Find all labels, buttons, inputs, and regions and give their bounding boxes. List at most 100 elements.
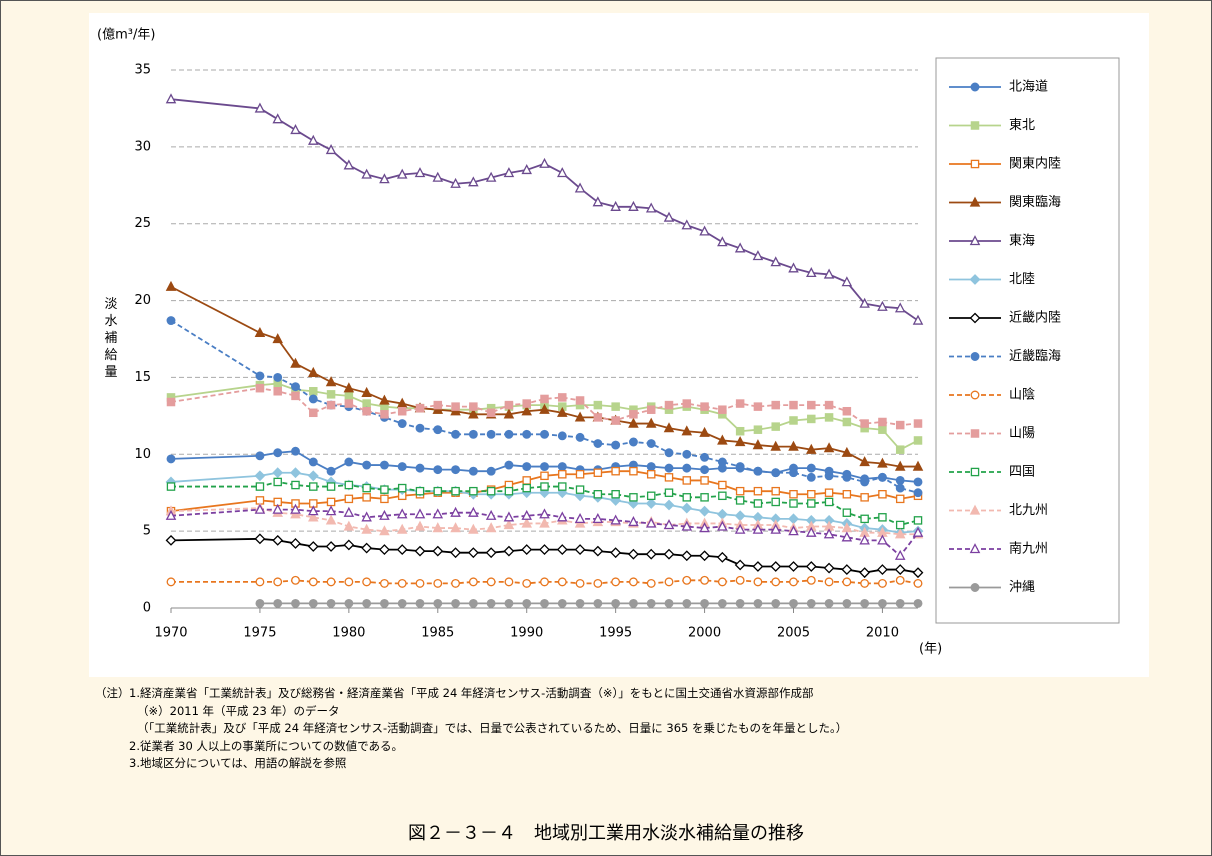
marker bbox=[451, 465, 461, 475]
marker bbox=[326, 497, 336, 507]
marker bbox=[307, 541, 319, 552]
marker bbox=[700, 598, 710, 608]
marker bbox=[379, 394, 390, 405]
marker bbox=[451, 598, 461, 608]
marker bbox=[254, 470, 266, 482]
marker bbox=[878, 490, 887, 499]
marker bbox=[628, 577, 638, 587]
marker bbox=[611, 440, 621, 450]
marker bbox=[823, 268, 835, 279]
marker bbox=[824, 497, 834, 507]
marker bbox=[165, 280, 177, 291]
marker bbox=[771, 422, 780, 431]
marker bbox=[806, 472, 816, 482]
x-tick-label: 1985 bbox=[421, 626, 454, 641]
marker bbox=[788, 262, 799, 273]
legend-label: 関東臨海 bbox=[1009, 194, 1061, 210]
marker bbox=[540, 471, 549, 481]
marker bbox=[325, 514, 337, 525]
x-tick-label: 1975 bbox=[243, 626, 276, 641]
marker bbox=[823, 528, 835, 539]
marker bbox=[433, 486, 443, 496]
marker bbox=[522, 476, 531, 485]
marker bbox=[273, 598, 283, 608]
marker bbox=[611, 466, 620, 476]
marker bbox=[611, 577, 621, 587]
marker bbox=[789, 499, 798, 508]
marker bbox=[823, 562, 835, 574]
marker bbox=[504, 460, 514, 470]
marker bbox=[700, 452, 710, 462]
marker bbox=[432, 508, 444, 519]
marker bbox=[486, 408, 496, 418]
marker bbox=[717, 520, 728, 531]
marker bbox=[415, 486, 425, 496]
legend-label: 四国 bbox=[1009, 465, 1035, 480]
marker bbox=[771, 497, 780, 507]
marker bbox=[308, 457, 318, 467]
marker bbox=[415, 598, 425, 608]
marker bbox=[504, 486, 514, 496]
y-tick-label: 35 bbox=[134, 63, 151, 78]
marker bbox=[789, 577, 798, 587]
legend-label: 山陽 bbox=[1009, 426, 1035, 441]
marker bbox=[824, 577, 834, 587]
x-tick-label: 1980 bbox=[332, 626, 365, 641]
legend-label: 北陸 bbox=[1009, 271, 1035, 287]
marker bbox=[664, 448, 674, 458]
marker bbox=[753, 598, 763, 608]
legend-label: 近畿内陸 bbox=[1009, 310, 1061, 326]
legend-marker bbox=[970, 121, 980, 130]
marker bbox=[290, 503, 301, 514]
marker bbox=[682, 575, 692, 585]
marker bbox=[912, 460, 924, 471]
marker bbox=[486, 486, 496, 496]
marker bbox=[789, 468, 798, 478]
marker bbox=[539, 403, 550, 414]
legend-marker bbox=[970, 583, 980, 592]
marker bbox=[557, 167, 568, 178]
marker bbox=[450, 522, 461, 533]
marker bbox=[770, 440, 781, 451]
marker bbox=[699, 225, 710, 236]
marker bbox=[753, 466, 763, 476]
marker bbox=[540, 394, 549, 404]
marker bbox=[379, 598, 389, 608]
legend-label: 関東内陸 bbox=[1009, 156, 1061, 172]
marker bbox=[396, 523, 408, 534]
x-tick-label: 2005 bbox=[777, 626, 810, 641]
marker bbox=[734, 523, 746, 534]
marker bbox=[309, 408, 318, 418]
marker bbox=[361, 168, 372, 179]
marker bbox=[592, 545, 604, 557]
marker bbox=[752, 250, 764, 261]
marker bbox=[788, 440, 799, 451]
marker bbox=[913, 488, 923, 498]
marker bbox=[574, 411, 586, 422]
legend-marker bbox=[969, 235, 981, 246]
marker bbox=[718, 480, 727, 490]
marker bbox=[593, 400, 603, 410]
marker bbox=[415, 403, 425, 413]
marker bbox=[663, 548, 675, 560]
marker bbox=[611, 490, 620, 499]
legend-marker bbox=[970, 82, 980, 92]
marker bbox=[717, 434, 728, 445]
marker bbox=[753, 499, 763, 508]
marker bbox=[379, 173, 390, 184]
marker bbox=[771, 598, 781, 608]
marker bbox=[326, 400, 336, 410]
marker bbox=[645, 498, 657, 509]
marker bbox=[255, 577, 265, 587]
marker bbox=[771, 486, 780, 496]
marker bbox=[433, 400, 443, 410]
marker bbox=[841, 564, 853, 575]
marker bbox=[396, 168, 408, 179]
marker bbox=[805, 561, 817, 572]
marker bbox=[788, 525, 799, 536]
marker bbox=[646, 470, 656, 479]
marker bbox=[877, 564, 888, 575]
marker bbox=[469, 486, 478, 496]
marker bbox=[771, 400, 780, 410]
marker bbox=[788, 561, 799, 572]
